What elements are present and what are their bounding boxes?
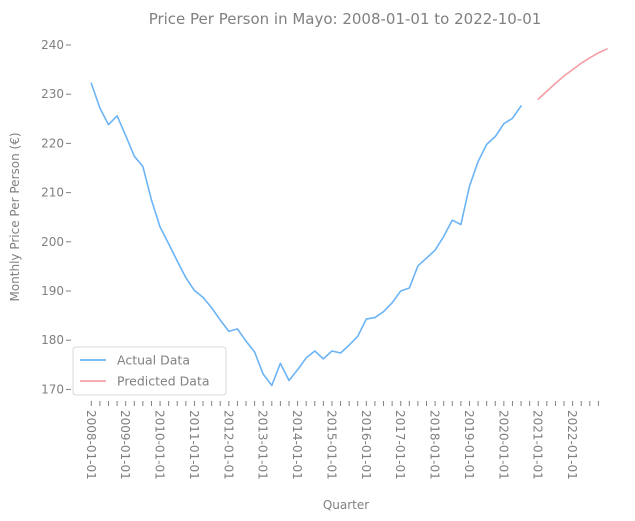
legend-box bbox=[72, 346, 227, 396]
x-tick-label: 2015-01-01 bbox=[324, 410, 338, 480]
y-tick-label: 210 bbox=[41, 186, 64, 200]
y-tick-label: 200 bbox=[41, 235, 64, 249]
legend-label: Actual Data bbox=[117, 353, 190, 368]
legend-label: Predicted Data bbox=[117, 374, 210, 389]
y-tick-label: 180 bbox=[41, 333, 64, 347]
x-tick-label: 2021-01-01 bbox=[531, 410, 545, 480]
chart-title: Price Per Person in Mayo: 2008-01-01 to … bbox=[149, 10, 542, 28]
x-axis-label: Quarter bbox=[323, 498, 369, 512]
x-tick-label: 2016-01-01 bbox=[359, 410, 373, 480]
x-tick-label: 2014-01-01 bbox=[290, 410, 304, 480]
y-axis: 170 180 190 200 210 220 230 240 bbox=[41, 38, 71, 396]
y-axis-label: Monthly Price Per Person (€) bbox=[8, 132, 22, 301]
x-tick-label: 2010-01-01 bbox=[153, 410, 167, 480]
x-tick-label: 2013-01-01 bbox=[256, 410, 270, 480]
x-tick-label: 2009-01-01 bbox=[118, 410, 132, 480]
x-tick-label: 2012-01-01 bbox=[221, 410, 235, 480]
legend: Actual Data Predicted Data bbox=[72, 346, 227, 396]
x-tick-label: 2008-01-01 bbox=[84, 410, 98, 480]
series-line-predicted bbox=[537, 48, 608, 100]
x-tick-label: 2017-01-01 bbox=[393, 410, 407, 480]
y-tick-label: 240 bbox=[41, 38, 64, 52]
x-tick-label: 2019-01-01 bbox=[462, 410, 476, 480]
x-tick-label: 2020-01-01 bbox=[496, 410, 510, 480]
x-tick-label: 2018-01-01 bbox=[428, 410, 442, 480]
x-axis: 2008-01-01 2009-01-01 2010-01-01 2011-01-01… bbox=[84, 401, 599, 480]
series-line-actual bbox=[90, 82, 522, 387]
y-tick-label: 170 bbox=[41, 382, 64, 396]
series-layer bbox=[90, 48, 608, 387]
x-tick-label: 2022-01-01 bbox=[565, 410, 579, 480]
x-tick-label: 2011-01-01 bbox=[187, 410, 201, 480]
y-tick-label: 230 bbox=[41, 87, 64, 101]
y-tick-label: 190 bbox=[41, 284, 64, 298]
y-tick-label: 220 bbox=[41, 136, 64, 150]
